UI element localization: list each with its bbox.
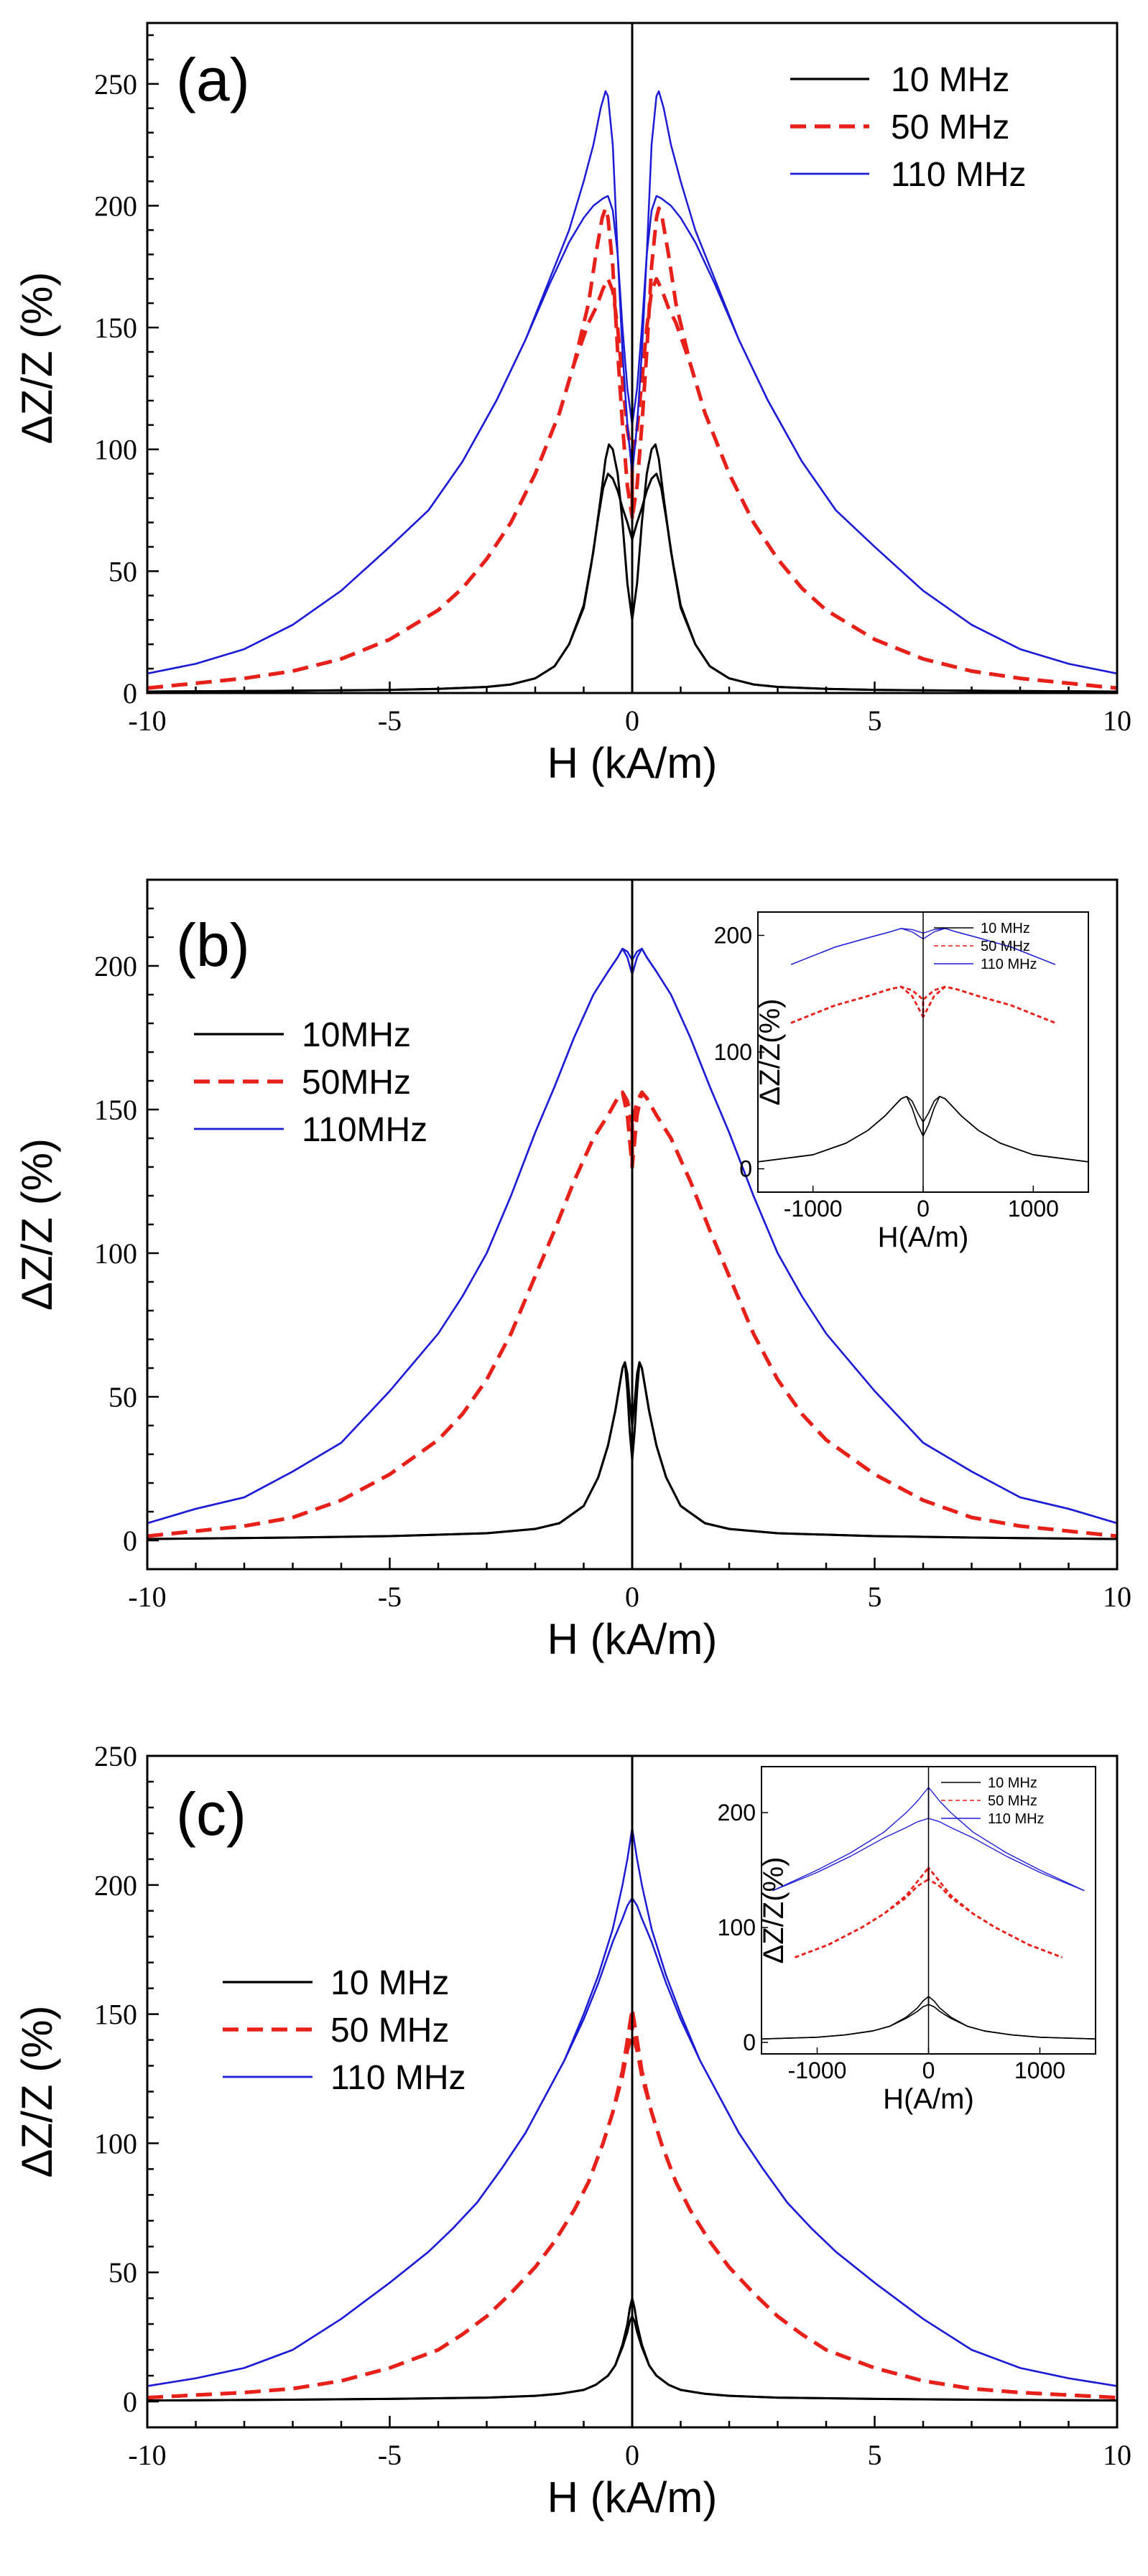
- panel-2-inset-y-tick-label: 100: [718, 1915, 756, 1940]
- panel-0-y-axis-label: ΔZ/Z (%): [13, 271, 61, 444]
- panel-1-legend-label-2: 110MHz: [302, 1111, 427, 1149]
- panel-1-legend-label-1: 50MHz: [302, 1064, 411, 1102]
- panel-1-inset: -1000 0 1000 0 100 200 H(A/m) ΔZ/Z(%) 10 MHz 50 M…: [714, 911, 1089, 1253]
- panel-1-x-tick-label: 0: [625, 1581, 639, 1613]
- panel-1-legend-label-0: 10MHz: [302, 1016, 411, 1054]
- panel-0-legend-label-0: 10 MHz: [891, 61, 1009, 99]
- panel-2-inset-y-axis-label: ΔZ/Z(%): [758, 1857, 790, 1964]
- panel-0-y-tick-label: 50: [108, 555, 137, 587]
- panel-0-legend-label-1: 50 MHz: [891, 108, 1009, 147]
- panel-1-inset-x-tick-label: -1000: [784, 1196, 843, 1222]
- panel-1-inset-x-tick-label: 1000: [1008, 1196, 1059, 1222]
- panel-2-y-tick-label: 0: [123, 2386, 137, 2418]
- panel-0-panel-label: (a): [176, 46, 250, 113]
- panel-1-x-tick-label: 10: [1103, 1581, 1131, 1613]
- panel-1-inset-x-tick-label: 0: [917, 1196, 930, 1222]
- panel-1-x-tick-label: -5: [378, 1581, 402, 1613]
- panel-2-y-axis-label: ΔZ/Z (%): [13, 2005, 61, 2177]
- panel-2-inset-x-tick-label: 0: [922, 2057, 935, 2083]
- panel-1-inset-legend-label-2: 110 MHz: [981, 957, 1037, 972]
- panel-2-x-tick-label: -10: [128, 2439, 166, 2471]
- panel-1-inset-y-tick-label: 100: [714, 1039, 752, 1065]
- panel-2-inset-legend-label-1: 50 MHz: [988, 1793, 1037, 1809]
- panel-0-y-tick-label: 200: [94, 190, 137, 222]
- panel-2-y-tick-label: 200: [94, 1869, 137, 1902]
- panel-2-y-tick-label: 250: [94, 1740, 137, 1772]
- panel-2-inset-legend-label-2: 110 MHz: [988, 1811, 1045, 1827]
- panel-1-series-1-sweep-down: [147, 1090, 1117, 1538]
- panel-2-x-axis-label: H (kA/m): [547, 2473, 718, 2521]
- panel-0-x-axis-label: H (kA/m): [547, 739, 718, 787]
- panel-0-y-tick-label: 0: [123, 677, 137, 710]
- panel-1-inset-x-axis-label: H(A/m): [878, 1222, 969, 1253]
- panel-1-y-tick-label: 200: [94, 950, 137, 982]
- panel-1-y-tick-label: 100: [94, 1237, 137, 1270]
- panel-1-panel-label: (b): [176, 911, 250, 979]
- panel-0-y-tick-label: 150: [94, 312, 137, 344]
- panel-0-legend-label-2: 110 MHz: [891, 156, 1027, 194]
- panel-1-legend: 10MHz 50MHz 110MHz: [194, 1016, 427, 1149]
- panel-2-legend-label-1: 50 MHz: [330, 2012, 449, 2050]
- panel-2-y-tick-label: 100: [94, 2127, 137, 2159]
- panel-1-y-tick-label: 0: [123, 1525, 137, 1557]
- panel-1-inset-y-tick-label: 0: [739, 1156, 752, 1182]
- panel-1-x-tick-label: -10: [128, 1581, 166, 1613]
- panel-1-inset-legend-label-1: 50 MHz: [981, 939, 1030, 954]
- panel-2-panel-label: (c): [176, 1780, 246, 1848]
- panel-1-inset-y-tick-label: 200: [714, 923, 752, 949]
- panel-2-x-tick-label: 0: [625, 2439, 639, 2471]
- panel-2-inset-y-tick-label: 200: [718, 1800, 756, 1826]
- panel-1-x-tick-label: 5: [868, 1581, 882, 1613]
- panel-2-legend-label-2: 110 MHz: [330, 2059, 466, 2097]
- panel-1-y-axis-label: ΔZ/Z (%): [13, 1138, 61, 1311]
- panel-2-x-tick-label: 10: [1103, 2439, 1131, 2471]
- panel-2-y-tick-label: 150: [94, 1999, 137, 2031]
- panel-2-inset-series-1-sweep-down: [795, 1866, 1063, 1958]
- panel-2-inset-x-tick-label: 1000: [1014, 2057, 1065, 2083]
- panel-0-x-tick-label: -10: [128, 705, 166, 737]
- panel-2-inset-x-tick-label: -1000: [788, 2057, 847, 2083]
- panel-0-y-tick-label: 250: [94, 68, 137, 101]
- panel-2-y-tick-label: 50: [108, 2256, 137, 2289]
- panel-2-legend: 10 MHz 50 MHz 110 MHz: [223, 1964, 466, 2097]
- panel-2-inset-legend-label-0: 10 MHz: [988, 1775, 1037, 1791]
- panel-1-inset-legend-label-0: 10 MHz: [981, 921, 1030, 936]
- panel-0-x-tick-label: 0: [625, 705, 639, 737]
- panel-2-x-tick-label: 5: [868, 2439, 882, 2471]
- panel-1-inset-y-axis-label: ΔZ/Z(%): [754, 999, 786, 1106]
- panel-2-legend-label-0: 10 MHz: [330, 1964, 449, 2002]
- panel-1-y-tick-label: 150: [94, 1094, 137, 1126]
- panel-0-x-tick-label: 10: [1103, 705, 1131, 737]
- panel-2-x-tick-label: -5: [378, 2439, 402, 2471]
- panel-2-inset-y-tick-label: 0: [743, 2029, 756, 2055]
- panel-2-inset-x-axis-label: H(A/m): [883, 2083, 974, 2115]
- panel-0-x-tick-label: 5: [868, 705, 882, 737]
- panel-0-x-tick-label: -5: [378, 705, 402, 737]
- panel-1-y-tick-label: 50: [108, 1381, 137, 1413]
- panel-0-legend: 10 MHz 50 MHz 110 MHz: [790, 61, 1027, 194]
- panel-0-y-tick-label: 100: [94, 434, 137, 466]
- panel-2-inset: -1000 0 1000 0 100 200 H(A/m) ΔZ/Z(%) 10 MHz 50 M…: [718, 1766, 1096, 2115]
- panel-1-x-axis-label: H (kA/m): [547, 1615, 718, 1663]
